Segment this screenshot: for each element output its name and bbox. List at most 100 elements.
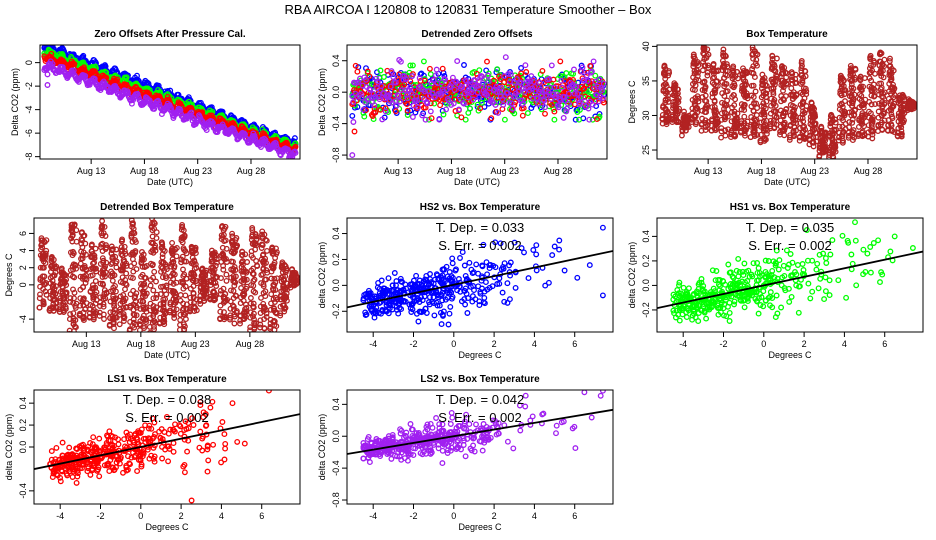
data-point-temperature (90, 292, 97, 299)
x-tick-label: Aug 13 (384, 166, 413, 176)
data-point-temperature (702, 124, 709, 130)
data-point-ls1 (366, 73, 373, 80)
y-axis-label: Degrees C (627, 80, 637, 124)
data-point-temperature (711, 74, 718, 81)
data-point-temperature (102, 269, 109, 276)
data-point-temperature (712, 127, 719, 134)
data-point-temperature (890, 67, 897, 74)
data-point-temperature (163, 275, 169, 282)
data-point-temperature (183, 250, 190, 257)
data-point-ls2 (432, 72, 439, 79)
data-point-temperature (846, 109, 853, 116)
data-point-temperature (880, 74, 887, 81)
data-point-temperature (92, 278, 99, 285)
data-point-ls2 (386, 92, 392, 99)
data-point-temperature (741, 126, 748, 133)
data-point-temperature (160, 301, 167, 308)
data-point-temperature (802, 85, 809, 92)
data-point-temperature (63, 282, 70, 288)
data-point-ls2 (560, 114, 567, 121)
data-point-temperature (190, 283, 197, 290)
data-point-temperature (72, 262, 79, 269)
data-point-ls2 (409, 114, 416, 120)
data-point-temperature (692, 113, 699, 120)
data-point-temperature (153, 278, 159, 285)
data-point-temperature (758, 85, 765, 92)
data-point-ls1 (477, 105, 484, 112)
data-point-ls1 (523, 69, 530, 75)
data-point-temperature (179, 239, 186, 246)
data-point-hs1 (563, 70, 570, 77)
data-point-temperature (881, 117, 888, 124)
data-point-temperature (724, 113, 731, 120)
data-point-temperature (53, 283, 59, 290)
data-point-temperature (770, 101, 777, 108)
data-point-temperature (692, 87, 698, 93)
data-point-hs1 (462, 116, 469, 123)
data-point-temperature (89, 272, 96, 279)
data-point-temperature (173, 306, 180, 313)
data-point-temperature (131, 230, 138, 237)
data-point-ls2 (519, 101, 526, 107)
data-point-ls2 (451, 86, 458, 93)
data-point-ls2 (551, 84, 558, 91)
data-point-temperature (822, 137, 829, 144)
data-point-temperature (79, 252, 86, 259)
data-point-temperature (173, 244, 180, 251)
data-point-temperature (83, 276, 90, 283)
y-tick-label: -8 (24, 153, 34, 161)
data-point-temperature (720, 49, 727, 56)
data-point-temperature (42, 260, 49, 267)
data-point-temperature (782, 125, 788, 131)
data-point-temperature (179, 224, 186, 231)
data-point-temperature (180, 285, 187, 292)
data-point-temperature (810, 143, 817, 150)
data-point-ls2 (454, 58, 461, 65)
data-point-temperature (849, 137, 856, 144)
data-point-temperature (760, 118, 767, 125)
data-point-temperature (693, 119, 699, 126)
points-layer (36, 218, 300, 332)
data-point-temperature (129, 256, 136, 263)
data-point-ls2 (498, 84, 505, 91)
data-point-temperature (773, 113, 780, 120)
data-point-temperature (741, 107, 748, 114)
data-point-ls1 (363, 107, 369, 114)
data-point-temperature (660, 82, 667, 89)
data-point-temperature (711, 97, 718, 104)
data-point-temperature (182, 292, 189, 299)
data-point-temperature (73, 227, 80, 234)
data-point-temperature (141, 325, 148, 331)
data-point-ls2 (542, 104, 548, 111)
data-point-temperature (783, 81, 790, 88)
panel-title: Detrended Zero Offsets (421, 29, 533, 40)
data-point-temperature (109, 277, 116, 284)
data-point-ls2 (390, 74, 397, 80)
data-point-ls2 (518, 79, 525, 86)
data-point-temperature (813, 125, 819, 132)
data-point-temperature (123, 281, 130, 288)
data-point-temperature (705, 62, 711, 69)
data-point-hs2 (349, 112, 356, 119)
data-point-temperature (722, 132, 729, 139)
outlier-point (351, 128, 358, 135)
data-point-temperature (53, 263, 60, 270)
data-point-ls1 (439, 65, 446, 72)
data-point-temperature (99, 255, 106, 262)
data-point-ls2 (363, 76, 369, 83)
data-point-temperature (36, 295, 43, 302)
data-point-temperature (848, 84, 855, 91)
outlier-point (44, 82, 51, 88)
data-point-ls2 (590, 58, 597, 65)
data-point-temperature (743, 81, 750, 88)
data-point-temperature (754, 51, 761, 58)
data-point-temperature (153, 229, 160, 236)
data-point-temperature (129, 238, 136, 245)
x-tick-label: Aug 13 (77, 166, 106, 176)
data-point-ls2 (407, 84, 414, 91)
data-point-temperature (797, 114, 804, 121)
data-point-ls2 (442, 76, 449, 83)
data-point-ls1 (114, 76, 121, 83)
data-point-hs1 (440, 111, 447, 118)
data-point-temperature (99, 232, 106, 239)
